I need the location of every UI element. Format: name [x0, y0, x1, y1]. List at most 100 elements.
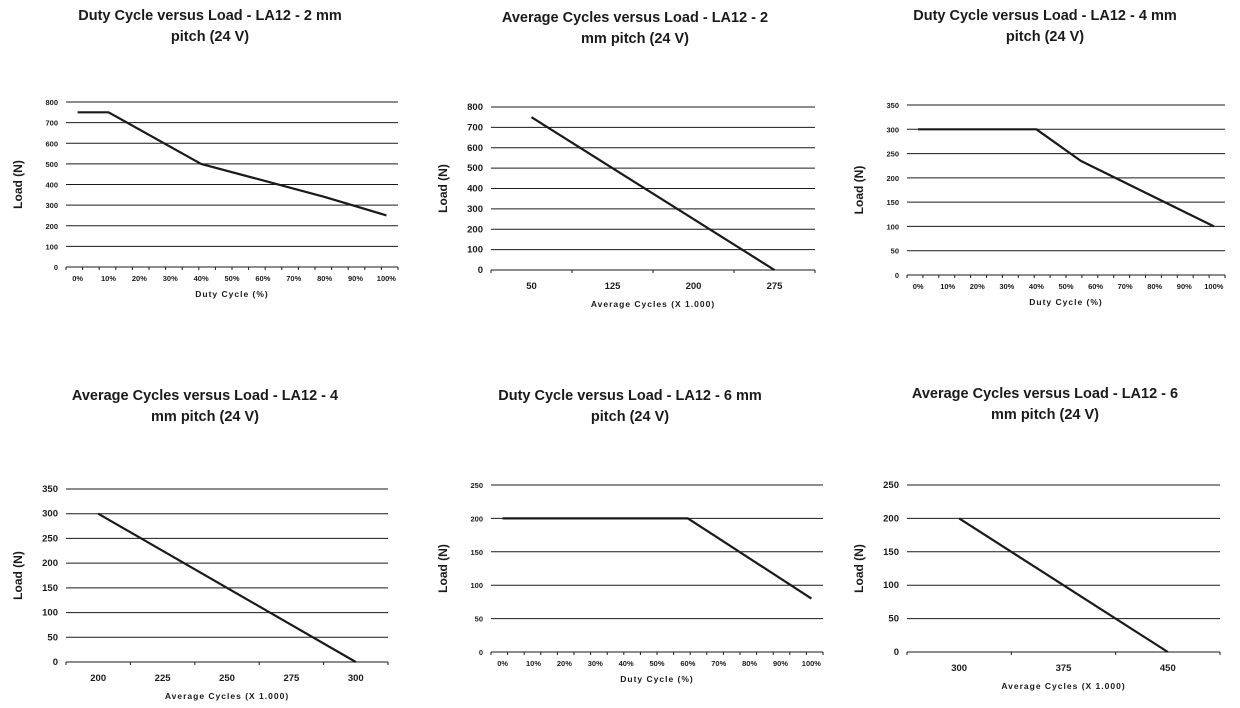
series-line — [97, 512, 357, 663]
y-tick-label: 0 — [895, 271, 899, 280]
chart-title: Average Cycles versus Load - LA12 - 2 mm… — [450, 8, 820, 50]
y-tick-label: 300 — [45, 201, 58, 210]
y-tick-label: 500 — [467, 163, 483, 174]
y-tick-label: 150 — [883, 547, 899, 558]
x-tick-label: 10% — [101, 274, 116, 283]
chart-title: Average Cycles versus Load - LA12 - 6 mm… — [870, 384, 1220, 426]
y-tick-label: 600 — [467, 143, 483, 154]
chart-title-line: Duty Cycle versus Load - LA12 - 6 mm — [498, 388, 762, 404]
x-tick-label: 250 — [219, 673, 235, 684]
x-axis-label: Average Cycles (X 1.000) — [165, 691, 289, 701]
x-tick-label: 10% — [526, 659, 541, 668]
series-line — [502, 517, 812, 600]
y-tick-label: 800 — [467, 102, 483, 113]
chart-title-line: Average Cycles versus Load - LA12 - 4 — [71, 388, 339, 404]
y-tick-label: 400 — [45, 181, 58, 190]
x-tick-label: 30% — [163, 274, 178, 283]
chart-average-cycles-2mm: 0 100 200 300 400 500 600 700 800 50 125 200 275 Aver… — [436, 102, 816, 309]
x-tick-label: 20% — [557, 659, 572, 668]
chart-title-line: Duty Cycle versus Load - LA12 - 2 mm — [78, 8, 342, 24]
chart-title: Duty Cycle versus Load - LA12 - 6 mm pit… — [460, 386, 800, 428]
x-tick-label: 40% — [1029, 282, 1044, 291]
x-axis-label: Average Cycles (X 1.000) — [1001, 681, 1125, 691]
x-tick-label: 20% — [970, 282, 985, 291]
y-tick-label: 250 — [42, 533, 58, 544]
chart-duty-cycle-6mm: 0 50 100 150 200 250 0% 10% 20% 30% 40% 50% 60% 70% 80… — [436, 481, 824, 684]
x-tick-label: 275 — [283, 673, 300, 684]
x-tick-label: 70% — [286, 274, 301, 283]
chart-title-line: pitch (24 V) — [170, 29, 250, 45]
y-tick-label: 50 — [47, 632, 58, 643]
y-tick-label: 700 — [467, 122, 483, 133]
x-tick-label: 80% — [317, 274, 332, 283]
y-tick-label: 300 — [42, 509, 58, 520]
chart-title-line: pitch (24 V) — [590, 409, 670, 425]
y-tick-label: 50 — [891, 247, 899, 256]
chart-duty-cycle-2mm: 0 100 200 300 400 500 600 700 800 0% 10% 20% 30% 40% 5… — [11, 98, 399, 299]
x-tick-label: 0% — [913, 282, 924, 291]
x-tick-label: 50% — [1058, 282, 1073, 291]
y-axis-label: Load (N) — [436, 544, 450, 593]
x-tick-label: 10% — [940, 282, 955, 291]
x-tick-label: 50% — [649, 659, 664, 668]
x-tick-label: 90% — [348, 274, 363, 283]
y-tick-label: 300 — [467, 204, 483, 215]
y-tick-label: 100 — [467, 245, 483, 256]
y-tick-label: 0 — [478, 265, 483, 276]
y-tick-label: 250 — [470, 481, 483, 490]
y-tick-label: 350 — [886, 101, 899, 110]
y-tick-label: 250 — [886, 150, 899, 159]
x-tick-label: 40% — [194, 274, 209, 283]
y-tick-label: 150 — [886, 198, 899, 207]
chart-title: Duty Cycle versus Load - LA12 - 4 mm pit… — [870, 6, 1220, 48]
x-tick-label: 80% — [1147, 282, 1162, 291]
y-tick-label: 0 — [479, 648, 483, 657]
x-tick-label: 275 — [767, 281, 784, 292]
y-axis-label: Load (N) — [852, 544, 866, 593]
y-tick-label: 100 — [470, 581, 483, 590]
y-tick-label: 200 — [45, 222, 58, 231]
chart-title: Duty Cycle versus Load - LA12 - 2 mm pit… — [40, 6, 380, 48]
y-axis-label: Load (N) — [11, 160, 25, 209]
x-tick-label: 30% — [588, 659, 603, 668]
x-tick-label: 90% — [1177, 282, 1192, 291]
y-tick-label: 500 — [45, 160, 58, 169]
chart-duty-cycle-4mm: 0 50 100 150 200 250 300 350 0% 10% 20% 30% 40% 50% 60… — [852, 101, 1226, 307]
y-axis-label: Load (N) — [436, 164, 450, 213]
x-tick-label: 225 — [155, 673, 172, 684]
chart-title-line: mm pitch (24 V) — [581, 31, 689, 47]
y-tick-label: 200 — [42, 558, 58, 569]
y-tick-label: 200 — [886, 174, 899, 183]
y-tick-label: 250 — [883, 480, 899, 491]
y-tick-label: 350 — [42, 484, 58, 495]
series-line — [530, 116, 776, 271]
y-tick-label: 700 — [45, 119, 58, 128]
chart-title-line: pitch (24 V) — [1005, 29, 1085, 45]
x-tick-label: 30% — [999, 282, 1014, 291]
y-tick-label: 150 — [470, 548, 483, 557]
y-tick-label: 0 — [53, 657, 58, 668]
y-tick-label: 300 — [886, 125, 899, 134]
x-tick-label: 40% — [619, 659, 634, 668]
y-tick-label: 0 — [54, 263, 58, 272]
y-tick-label: 50 — [475, 615, 483, 624]
x-tick-label: 100% — [377, 274, 397, 283]
chart-average-cycles-6mm: 0 50 100 150 200 250 300 375 450 Average Cycles (… — [852, 480, 1221, 691]
x-tick-label: 300 — [951, 663, 967, 674]
y-tick-label: 800 — [45, 98, 58, 107]
y-tick-label: 100 — [886, 222, 899, 231]
y-tick-label: 0 — [894, 647, 899, 658]
chart-average-cycles-4mm: 0 50 100 150 200 250 300 350 200 225 250 275 300 Aver… — [11, 484, 389, 701]
x-tick-label: 100% — [1204, 282, 1224, 291]
chart-title-line: Average Cycles versus Load - LA12 - 6 — [911, 386, 1179, 402]
x-tick-label: 60% — [680, 659, 695, 668]
chart-title-line: Duty Cycle versus Load - LA12 - 4 mm — [913, 8, 1177, 24]
x-tick-label: 60% — [255, 274, 270, 283]
x-tick-label: 200 — [90, 673, 106, 684]
y-tick-label: 400 — [467, 184, 483, 195]
x-tick-label: 60% — [1088, 282, 1103, 291]
y-axis-label: Load (N) — [11, 551, 25, 600]
x-tick-label: 200 — [686, 281, 702, 292]
series-line — [958, 517, 1169, 653]
x-axis-label: Duty Cycle (%) — [195, 289, 269, 299]
